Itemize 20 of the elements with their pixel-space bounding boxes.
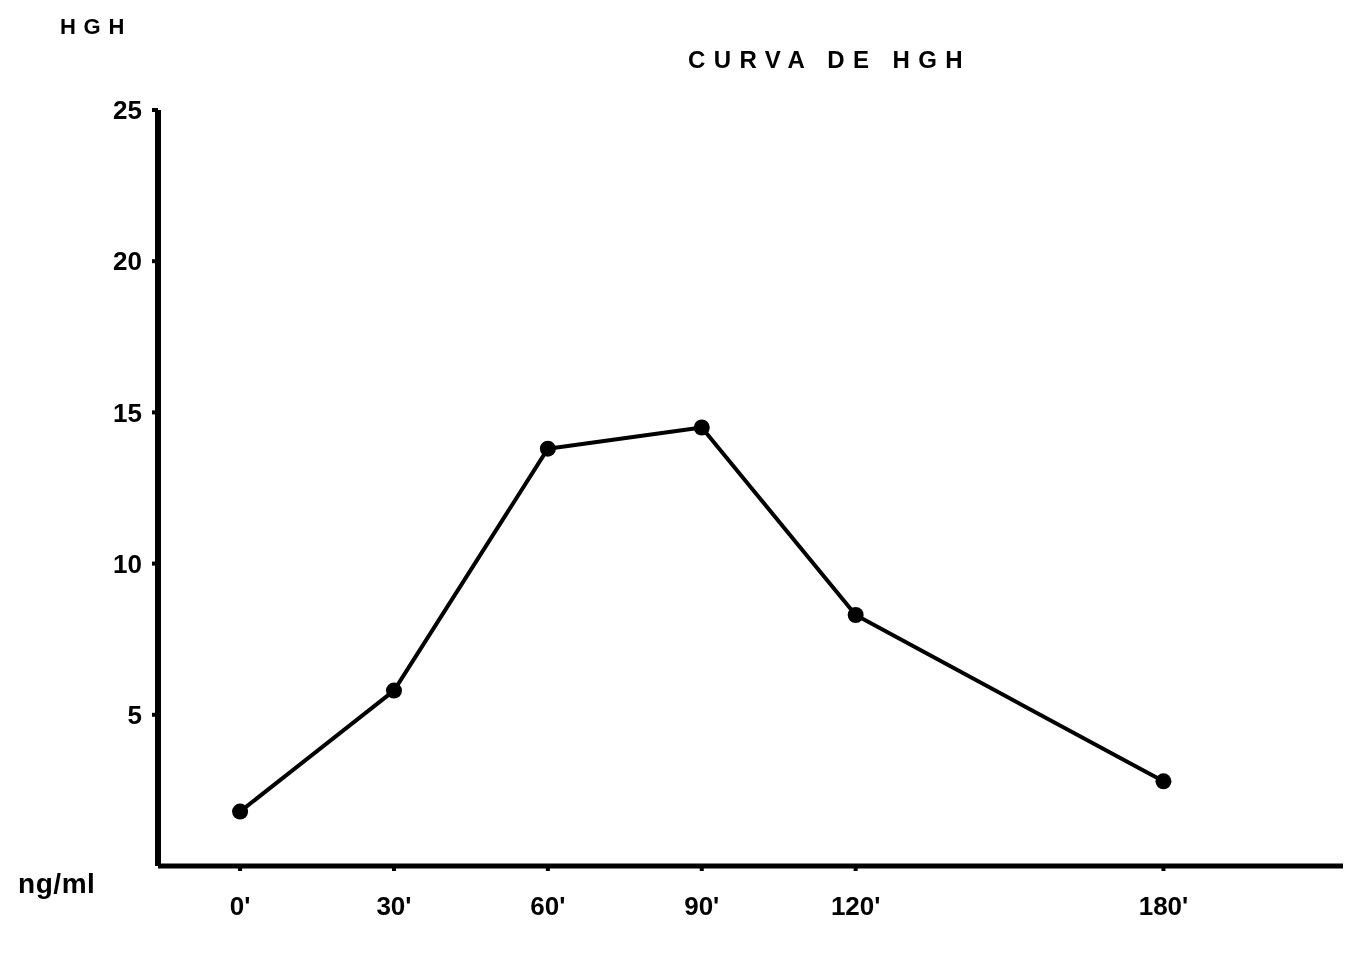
chart-title: CURVA DE HGH — [688, 46, 972, 74]
point — [232, 803, 249, 820]
x-tick-label: 60' — [530, 891, 566, 922]
x-tick-label: 180' — [1138, 891, 1189, 922]
x-tick-label: 30' — [376, 891, 412, 922]
text: ng/ml — [18, 868, 96, 900]
x-tick-label: 120' — [830, 891, 881, 922]
point — [847, 607, 864, 624]
point — [385, 682, 402, 699]
y-tick-label: 5 — [127, 700, 142, 731]
point — [539, 440, 556, 457]
y-tick-label: 25 — [113, 95, 142, 126]
y-tick-label: 15 — [113, 397, 142, 428]
x-tick-label: 90' — [684, 891, 720, 922]
x-tick-label: 0' — [229, 891, 251, 922]
y-tick-label: 10 — [113, 548, 142, 579]
point — [693, 419, 710, 436]
point — [1155, 773, 1172, 790]
y-axis-title: HGH — [60, 14, 132, 40]
y-tick-label: 20 — [113, 246, 142, 277]
